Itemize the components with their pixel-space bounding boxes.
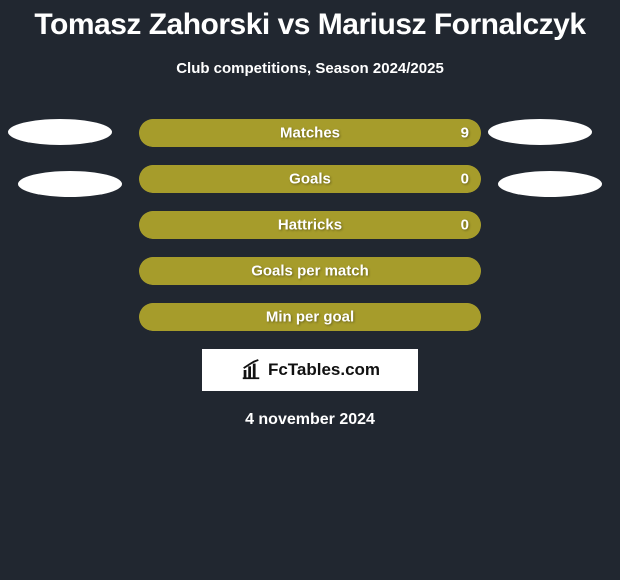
site-badge: FcTables.com <box>202 349 418 391</box>
comparison-chart: Matches9Goals0Hattricks0Goals per matchM… <box>0 119 620 331</box>
stat-row: Matches9 <box>139 119 481 147</box>
stat-row: Min per goal <box>139 303 481 331</box>
stat-label: Min per goal <box>139 309 481 326</box>
stat-label: Goals <box>139 171 481 188</box>
player-ellipse <box>488 119 592 145</box>
stat-label: Matches <box>139 125 481 142</box>
stat-value: 0 <box>461 171 469 188</box>
stat-value: 9 <box>461 125 469 142</box>
player-ellipse <box>8 119 112 145</box>
generated-date: 4 november 2024 <box>0 411 620 429</box>
player-ellipse <box>18 171 122 197</box>
page-title: Tomasz Zahorski vs Mariusz Fornalczyk <box>0 0 620 42</box>
player-ellipse <box>498 171 602 197</box>
subtitle: Club competitions, Season 2024/2025 <box>0 60 620 77</box>
stat-row: Goals0 <box>139 165 481 193</box>
stat-label: Goals per match <box>139 263 481 280</box>
site-label: FcTables.com <box>268 360 380 380</box>
chart-icon <box>240 359 262 381</box>
stat-row: Hattricks0 <box>139 211 481 239</box>
stat-value: 0 <box>461 217 469 234</box>
stat-label: Hattricks <box>139 217 481 234</box>
stat-row: Goals per match <box>139 257 481 285</box>
